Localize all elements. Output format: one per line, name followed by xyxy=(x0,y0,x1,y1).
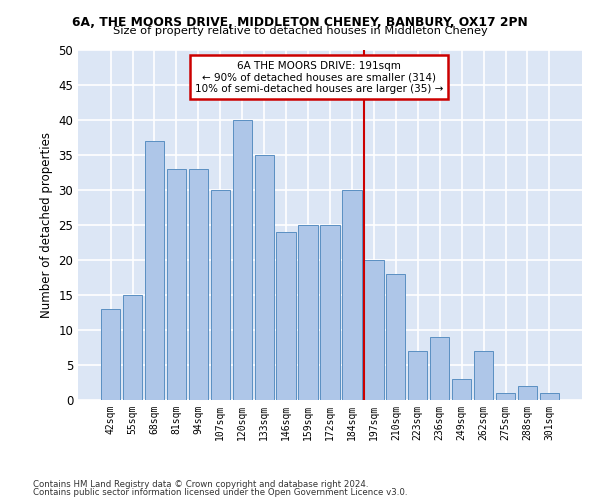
Text: Size of property relative to detached houses in Middleton Cheney: Size of property relative to detached ho… xyxy=(113,26,487,36)
Y-axis label: Number of detached properties: Number of detached properties xyxy=(40,132,53,318)
Bar xyxy=(430,337,449,400)
Bar xyxy=(277,232,296,400)
Bar xyxy=(123,295,142,400)
Bar xyxy=(320,225,340,400)
Bar xyxy=(342,190,362,400)
Bar xyxy=(233,120,252,400)
Bar xyxy=(101,309,120,400)
Text: 6A, THE MOORS DRIVE, MIDDLETON CHENEY, BANBURY, OX17 2PN: 6A, THE MOORS DRIVE, MIDDLETON CHENEY, B… xyxy=(72,16,528,29)
Bar xyxy=(496,393,515,400)
Bar xyxy=(167,169,186,400)
Bar xyxy=(298,225,318,400)
Bar xyxy=(254,155,274,400)
Text: Contains HM Land Registry data © Crown copyright and database right 2024.: Contains HM Land Registry data © Crown c… xyxy=(33,480,368,489)
Bar xyxy=(540,393,559,400)
Bar xyxy=(408,351,427,400)
Bar xyxy=(364,260,383,400)
Bar xyxy=(386,274,406,400)
Text: Contains public sector information licensed under the Open Government Licence v3: Contains public sector information licen… xyxy=(33,488,407,497)
Bar xyxy=(188,169,208,400)
Bar xyxy=(211,190,230,400)
Bar xyxy=(474,351,493,400)
Text: 6A THE MOORS DRIVE: 191sqm
← 90% of detached houses are smaller (314)
10% of sem: 6A THE MOORS DRIVE: 191sqm ← 90% of deta… xyxy=(195,60,443,94)
Bar xyxy=(452,379,472,400)
Bar xyxy=(518,386,537,400)
Bar xyxy=(145,141,164,400)
